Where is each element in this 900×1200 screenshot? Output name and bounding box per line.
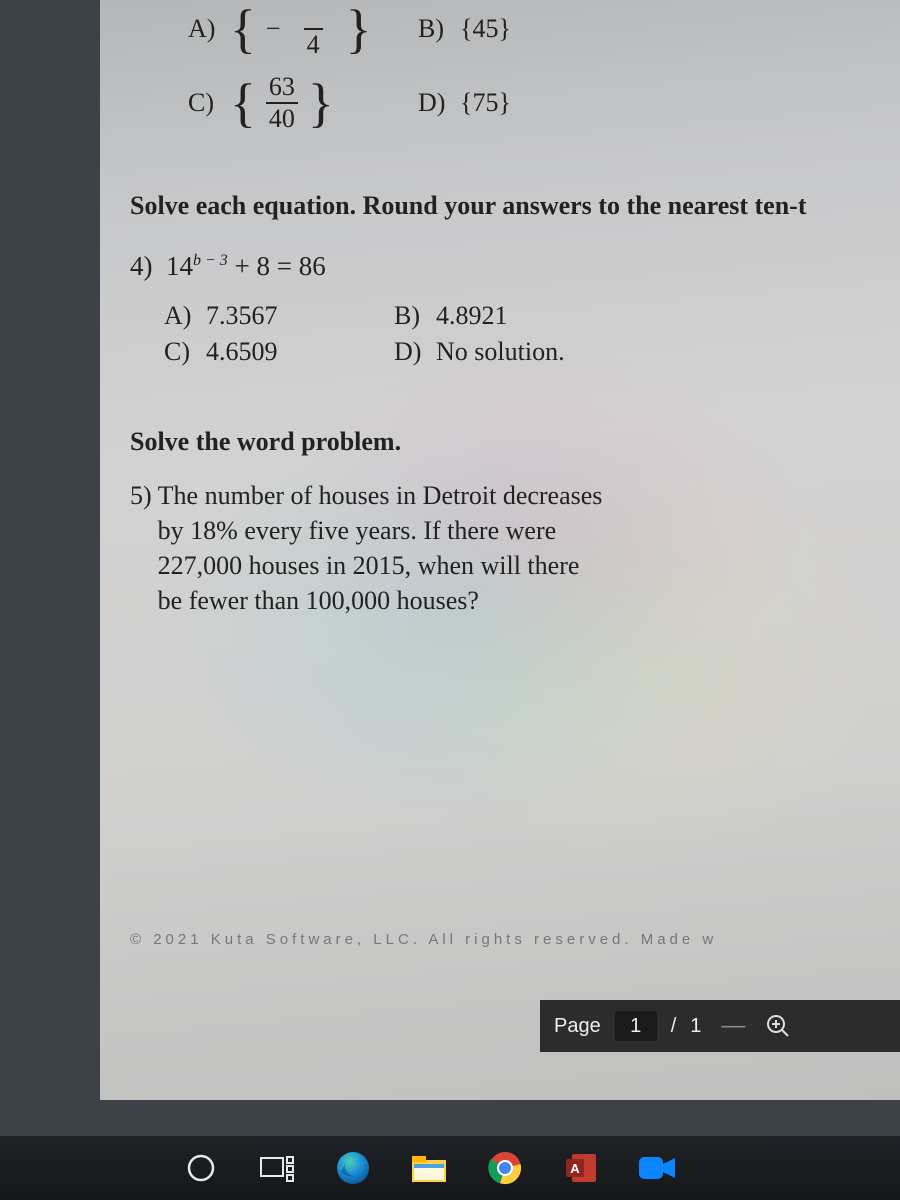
option-value: {75} [460, 85, 511, 120]
q3-option-b: B) {45} [418, 0, 648, 58]
total-pages: 1 [690, 1013, 701, 1040]
option-label: B) [418, 11, 450, 46]
fraction: 63 40 [266, 74, 298, 132]
q4-option-a: A) 7.3567 [164, 298, 394, 333]
question-3-options-partial: A) { − 125 4 } B) {45} C) { 63 40 [188, 0, 848, 132]
edge-browser-icon[interactable] [332, 1147, 374, 1189]
q4-option-b: B) 4.8921 [394, 298, 654, 333]
chrome-browser-icon[interactable] [484, 1147, 526, 1189]
page-slash: / [671, 1013, 677, 1040]
windows-taskbar: A [0, 1136, 900, 1200]
option-label: A) [188, 11, 220, 46]
q3-option-d: D) {75} [418, 74, 648, 132]
current-page-input[interactable]: 1 [615, 1011, 657, 1041]
copyright-footer: © 2021 Kuta Software, LLC. All rights re… [130, 930, 900, 950]
file-explorer-icon[interactable] [408, 1147, 450, 1189]
q4-answers: A) 7.3567 B) 4.8921 C) 4.6509 D) No solu… [164, 298, 654, 368]
q4-option-c: C) 4.6509 [164, 334, 394, 369]
question-5: 5) The number of houses in Detroit decre… [130, 478, 790, 618]
option-label: D) [418, 85, 450, 120]
page-label: Page [554, 1013, 601, 1040]
q5-text: The number of houses in Detroit decrease… [158, 478, 603, 618]
q4-equation: 4) 14b − 3 + 8 = 86 [130, 248, 654, 284]
cortana-ring-icon[interactable] [180, 1147, 222, 1189]
worksheet-page: A) { − 125 4 } B) {45} C) { 63 40 [100, 0, 900, 1100]
access-app-icon[interactable]: A [560, 1147, 602, 1189]
zoom-in-button[interactable] [765, 1013, 791, 1039]
svg-text:A: A [570, 1161, 580, 1176]
separator: — [721, 1010, 745, 1042]
q3-option-a: A) { − 125 4 } [188, 0, 418, 58]
pdf-viewer-page-control: Page 1 / 1 — [540, 1000, 900, 1052]
section-heading-word-problem: Solve the word problem. [130, 424, 401, 459]
question-number: 5) [130, 478, 152, 618]
question-number: 4) [130, 251, 153, 281]
option-value: {45} [460, 11, 511, 46]
option-label: C) [188, 85, 220, 120]
section-heading-solve-equation: Solve each equation. Round your answers … [130, 188, 900, 223]
exponent: b − 3 [193, 252, 228, 269]
q3-option-c: C) { 63 40 } [188, 74, 418, 132]
negative-sign: − [266, 11, 281, 46]
question-4: 4) 14b − 3 + 8 = 86 A) 7.3567 B) 4.8921 … [130, 248, 654, 369]
video-recorder-icon[interactable] [636, 1147, 678, 1189]
fraction: 125 4 [291, 0, 336, 58]
task-view-icon[interactable] [256, 1147, 298, 1189]
q4-option-d: D) No solution. [394, 334, 654, 369]
